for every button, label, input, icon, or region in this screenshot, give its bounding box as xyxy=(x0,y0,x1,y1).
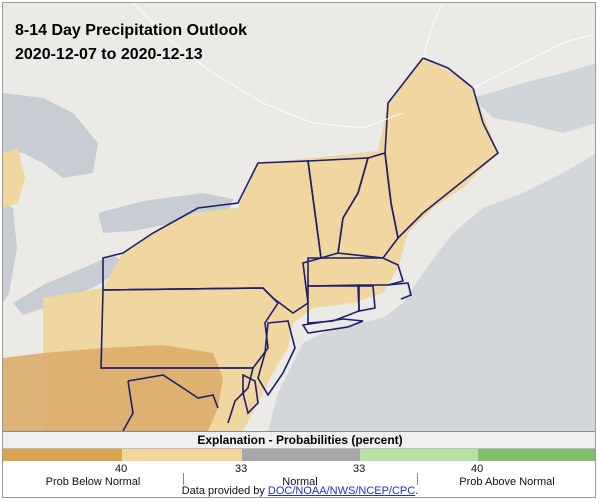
legend: Explanation - Probabilities (percent) 40… xyxy=(3,431,595,497)
st-lawrence-water xyxy=(473,63,595,133)
below-label: Prob Below Normal xyxy=(45,476,141,488)
swatch-normal xyxy=(242,449,360,461)
map-canvas xyxy=(3,3,595,431)
normal-label: Normal xyxy=(282,476,318,488)
below-normal-33-west xyxy=(3,148,25,208)
lake-erie xyxy=(13,255,128,315)
map-title-block: 8-14 Day Precipitation Outlook 2020-12-0… xyxy=(15,19,247,67)
legend-divider xyxy=(417,473,418,485)
credit-prefix: Data provided by xyxy=(181,485,268,497)
rhode-island-border xyxy=(358,285,376,312)
normal-right-threshold: 33 xyxy=(353,463,366,475)
state-borders xyxy=(100,57,500,431)
credit-suffix: . xyxy=(415,485,419,497)
above-threshold: 40 xyxy=(471,463,484,475)
maryland-border xyxy=(101,367,255,424)
outlook-panel: 8-14 Day Precipitation Outlook 2020-12-0… xyxy=(2,2,596,498)
lake-huron xyxy=(3,93,98,178)
cape-cod-border xyxy=(387,282,412,300)
precipitation-map: 8-14 Day Precipitation Outlook 2020-12-0… xyxy=(3,3,595,431)
legend-divider xyxy=(183,473,184,485)
normal-left-threshold: 33 xyxy=(235,463,248,475)
potomac-border xyxy=(127,374,219,409)
legend-swatches xyxy=(3,449,595,461)
below-normal-33-region xyxy=(43,58,498,431)
below-threshold: 40 xyxy=(115,463,128,475)
map-title: 8-14 Day Precipitation Outlook xyxy=(15,22,248,39)
ocean xyxy=(268,154,595,431)
west-virginia-border xyxy=(122,380,134,431)
legend-heading: Explanation - Probabilities (percent) xyxy=(3,431,595,449)
swatch-below-weak xyxy=(122,449,242,461)
lake-michigan xyxy=(3,203,17,303)
delaware-border xyxy=(242,373,259,415)
swatch-above-strong xyxy=(478,449,595,461)
above-label: Prob Above Normal xyxy=(459,476,555,488)
province-lines xyxy=(132,3,595,129)
date-range: 2020-12-07 to 2020-12-13 xyxy=(15,46,203,63)
long-island-border xyxy=(301,318,364,334)
swatch-below-strong xyxy=(3,449,122,461)
data-credit: Data provided by DOC/NOAA/NWS/NCEP/CPC. xyxy=(3,485,595,497)
below-normal-40-region xyxy=(3,345,223,431)
connecticut-border xyxy=(307,285,360,324)
legend-categories: 40 Prob Below Normal 33 33 Normal 40 Pro… xyxy=(3,461,595,489)
credit-link[interactable]: DOC/NOAA/NWS/NCEP/CPC xyxy=(267,485,416,497)
lake-ontario xyxy=(98,193,233,233)
swatch-above-weak xyxy=(360,449,478,461)
new-jersey-border xyxy=(257,320,296,397)
